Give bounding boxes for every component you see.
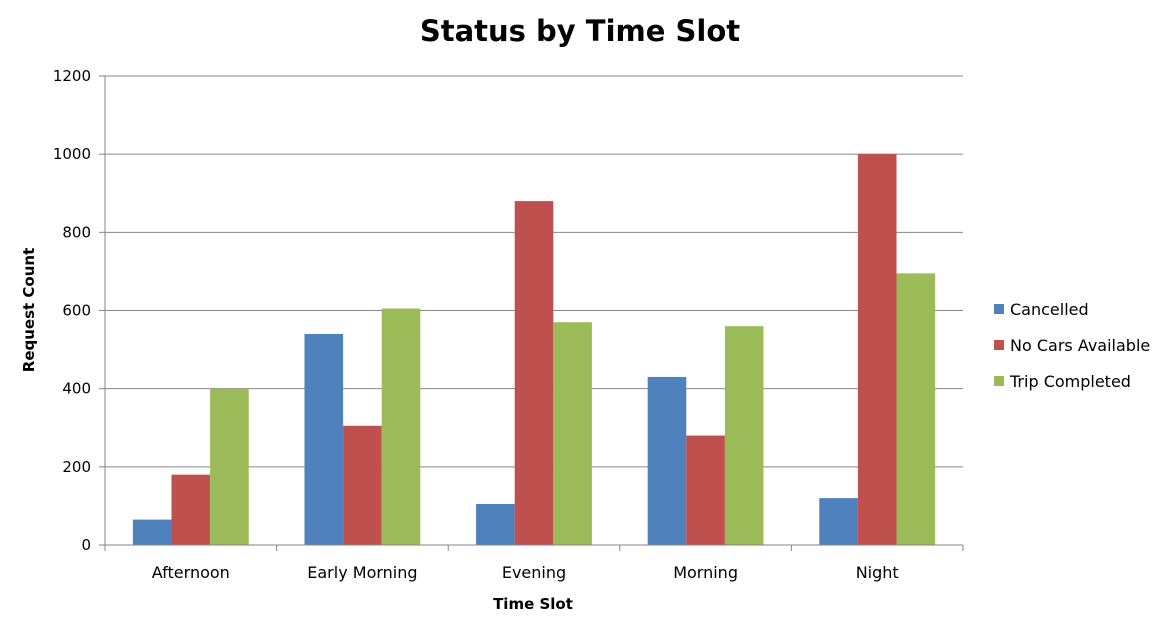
bar <box>132 519 172 545</box>
chart-title: Status by Time Slot <box>420 14 740 48</box>
bars <box>132 154 936 546</box>
bar <box>686 435 725 545</box>
bar <box>724 326 764 545</box>
bar <box>171 474 211 545</box>
y-tick-label: 400 <box>62 380 91 398</box>
bar <box>210 388 249 545</box>
axes <box>104 76 964 551</box>
bar <box>343 425 382 545</box>
bar <box>553 322 592 545</box>
bar <box>857 154 897 545</box>
x-tick-label: Morning <box>673 563 738 582</box>
y-tick-label: 1200 <box>53 67 91 85</box>
x-tick-label: Night <box>856 563 899 582</box>
legend-label: No Cars Available <box>1010 336 1150 355</box>
x-axis-title: Time Slot <box>493 595 573 613</box>
y-tick-label: 600 <box>62 302 91 320</box>
y-tick-labels: 0 200 400 600 800 1000 1200 <box>53 67 91 554</box>
x-tick-label: Early Morning <box>307 563 417 582</box>
y-tick-label: 1000 <box>53 145 91 163</box>
bar <box>647 376 687 545</box>
bar <box>514 201 554 546</box>
y-tick-label: 0 <box>81 536 91 554</box>
bar <box>819 498 858 545</box>
x-tick-labels: Afternoon Early Morning Evening Morning Nigh… <box>152 563 899 582</box>
y-tick-label: 200 <box>62 458 91 476</box>
y-axis-title: Request Count <box>20 248 38 372</box>
legend-swatch <box>994 304 1004 314</box>
bar <box>896 273 936 545</box>
legend-label: Trip Completed <box>1009 372 1131 391</box>
legend-swatch <box>994 376 1004 386</box>
bar <box>476 503 515 545</box>
y-tick-label: 800 <box>62 223 91 241</box>
legend-label: Cancelled <box>1010 300 1089 319</box>
bar <box>381 308 421 545</box>
x-tick-label: Evening <box>502 563 566 582</box>
legend-swatch <box>994 340 1004 350</box>
x-tick-label: Afternoon <box>152 563 230 582</box>
bar <box>304 333 344 545</box>
legend: Cancelled No Cars Available Trip Completed <box>994 300 1150 391</box>
